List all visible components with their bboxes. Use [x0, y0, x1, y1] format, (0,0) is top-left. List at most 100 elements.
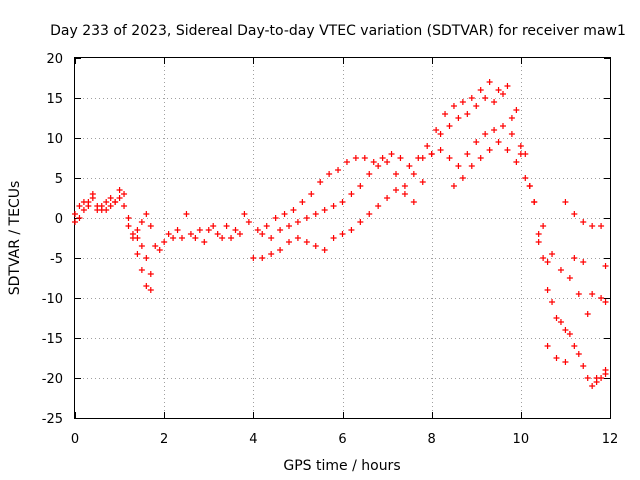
data-point-marker [580, 363, 587, 369]
data-point-marker [513, 159, 520, 165]
data-point-marker [294, 235, 301, 241]
data-point-marker [143, 283, 150, 289]
series-late-branch-c [544, 255, 609, 365]
data-point-marker [250, 255, 257, 261]
data-point-marker [219, 235, 226, 241]
y-tick-label: -10 [42, 292, 63, 307]
data-point-marker [562, 199, 569, 205]
data-point-marker [352, 155, 359, 161]
data-point-marker [357, 183, 364, 189]
data-point-marker [205, 227, 212, 233]
x-tick-label: 8 [428, 432, 436, 447]
data-point-marker [384, 195, 391, 201]
data-point-marker [236, 231, 243, 237]
x-tick-label: 10 [513, 432, 530, 447]
data-point-marker [419, 179, 426, 185]
data-point-marker [508, 131, 515, 137]
data-point-marker [259, 255, 266, 261]
y-axis-label: SDTVAR / TECUs [7, 181, 23, 296]
data-point-marker [147, 287, 154, 293]
data-point-marker [76, 215, 83, 221]
y-tick-label: 10 [46, 132, 63, 147]
data-point-marker [107, 203, 114, 209]
data-point-marker [138, 219, 145, 225]
data-point-marker [393, 187, 399, 193]
data-point-marker [76, 203, 83, 209]
data-point-marker [134, 227, 141, 233]
data-point-marker [103, 199, 110, 205]
data-point-marker [112, 199, 119, 205]
data-point-marker [459, 175, 466, 181]
data-point-marker [544, 287, 551, 293]
data-point-marker [174, 227, 181, 233]
data-point-marker [580, 219, 587, 225]
data-point-marker [504, 83, 511, 89]
data-point-marker [562, 359, 569, 365]
data-point-marker [473, 139, 480, 145]
data-point-marker [531, 199, 538, 205]
data-point-marker [602, 299, 609, 305]
data-point-marker [348, 227, 355, 233]
data-point-marker [268, 251, 275, 257]
data-point-marker [602, 367, 609, 373]
data-point-marker [370, 159, 377, 165]
data-point-marker [303, 239, 310, 245]
data-point-marker [138, 267, 145, 273]
data-point-marker [294, 219, 301, 225]
data-point-marker [602, 263, 609, 269]
y-tick-label: 20 [46, 52, 63, 67]
x-tick-label: 4 [249, 432, 257, 447]
data-point-marker [196, 227, 203, 233]
data-point-marker [375, 203, 382, 209]
data-point-marker [312, 211, 319, 217]
axis-ticks: 0 2 4 6 8 10 12 -25 -20 -15 -10 -5 0 5 10 15 20 [42, 52, 619, 447]
data-point-marker [303, 215, 310, 221]
data-point-marker [589, 223, 596, 229]
data-point-marker [401, 191, 408, 197]
data-point-marker [94, 203, 101, 209]
data-point-marker [339, 199, 346, 205]
y-tick-label: -5 [50, 252, 63, 267]
data-point-marker [433, 127, 440, 133]
data-point-marker [544, 259, 551, 265]
data-point-marker [281, 211, 288, 217]
plot-frame [74, 57, 611, 419]
data-point-marker [477, 155, 484, 161]
data-point-marker [339, 231, 346, 237]
data-point-marker [584, 311, 591, 317]
data-point-marker [406, 163, 413, 169]
data-point-marker [446, 123, 453, 129]
data-point-marker [330, 203, 337, 209]
data-point-marker [571, 211, 578, 217]
data-point-marker [277, 247, 284, 253]
data-point-marker [116, 195, 123, 201]
data-point-marker [348, 191, 355, 197]
grid [75, 58, 610, 418]
data-point-marker [121, 191, 128, 197]
y-tick-label: -15 [42, 332, 63, 347]
series-main-arc-lower [250, 123, 551, 265]
data-point-marker [455, 115, 462, 121]
data-point-marker [263, 223, 270, 229]
data-point-marker [143, 255, 150, 261]
data-point-marker [553, 355, 560, 361]
data-point-marker [72, 211, 78, 217]
data-point-marker [134, 251, 141, 257]
data-point-marker [419, 155, 426, 161]
y-tick-label: -25 [42, 412, 63, 427]
data-point-marker [335, 167, 342, 173]
data-point-marker [201, 239, 208, 245]
series-early-pass-c [134, 211, 252, 253]
data-point-marker [228, 235, 235, 241]
data-point-marker [473, 103, 480, 109]
data-point-marker [486, 147, 493, 153]
data-point-marker [317, 179, 324, 185]
data-point-marker [375, 163, 382, 169]
x-tick-label: 2 [160, 432, 168, 447]
data-point-marker [379, 155, 386, 161]
data-point-marker [361, 155, 368, 161]
data-point-marker [437, 147, 444, 153]
data-point-marker [513, 107, 520, 113]
data-point-marker [410, 171, 417, 177]
data-point-marker [152, 243, 159, 249]
